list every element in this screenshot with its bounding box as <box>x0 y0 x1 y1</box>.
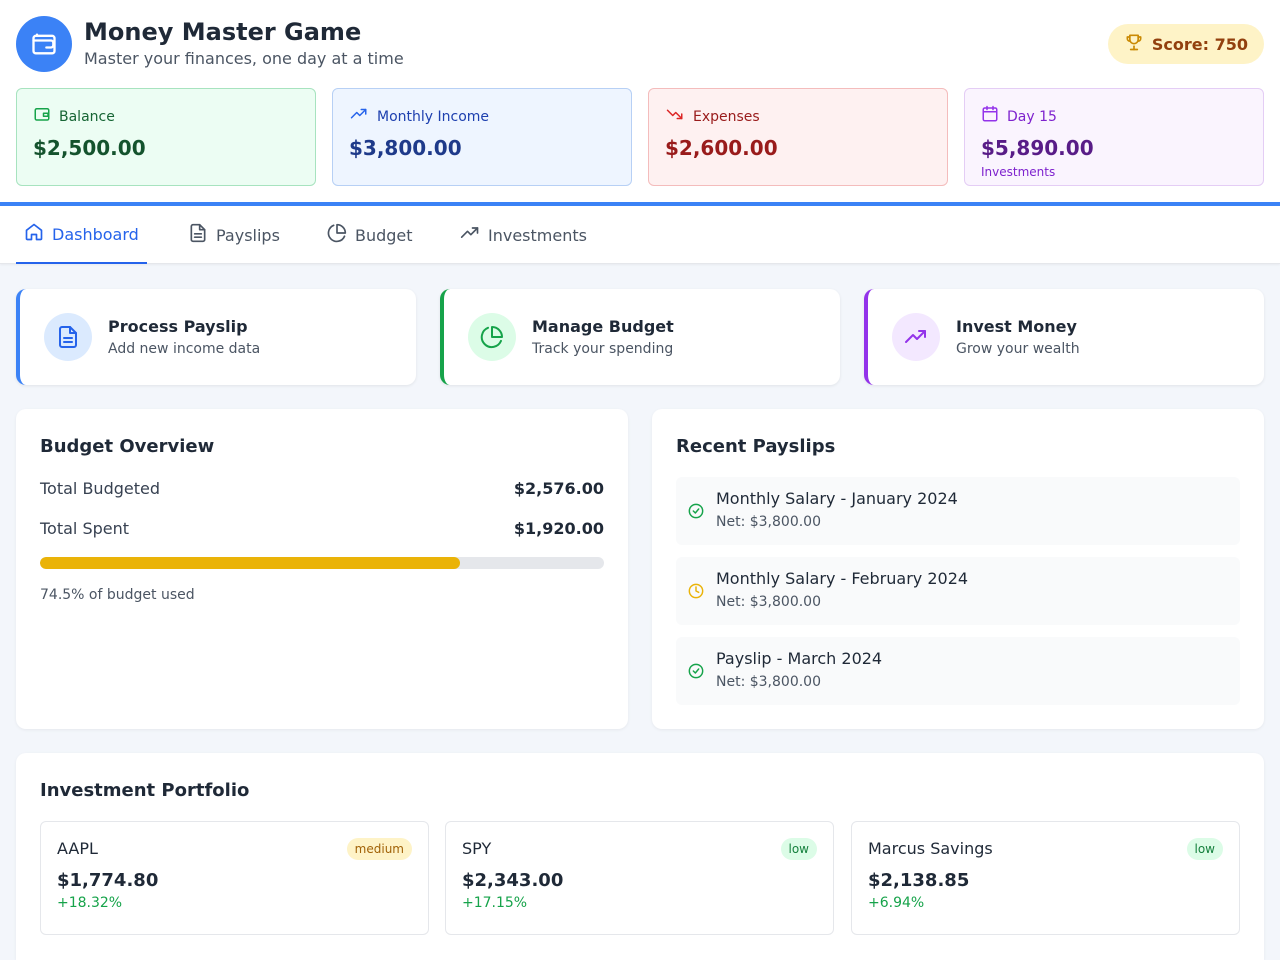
investment-change: +17.15% <box>462 895 528 911</box>
total-spent-label: Total Spent <box>40 519 130 538</box>
score-text: Score: 750 <box>1151 34 1248 54</box>
trending-up-icon <box>349 105 369 129</box>
calendar-icon <box>981 105 999 129</box>
payslip-item[interactable]: Monthly Salary - January 2024 Net: $3,80… <box>676 477 1240 545</box>
income-value: $3,800.00 <box>349 136 462 160</box>
payslip-net: Net: $3,800.00 <box>716 674 821 690</box>
investment-name: AAPL <box>57 839 98 858</box>
investment-name: Marcus Savings <box>868 839 993 858</box>
tab-label: Investments <box>488 225 587 245</box>
check-circle-icon <box>688 503 704 523</box>
tab-payslips[interactable]: Payslips <box>180 206 288 264</box>
risk-badge: low <box>780 838 817 860</box>
investment-value: $1,774.80 <box>57 870 159 891</box>
investment-card[interactable]: Marcus Savings low $2,138.85 +6.94% <box>851 821 1240 935</box>
investment-name: SPY <box>462 839 492 858</box>
investment-change: +18.32% <box>57 895 123 911</box>
risk-badge: low <box>1186 838 1223 860</box>
app-subtitle: Master your finances, one day at a time <box>84 49 404 68</box>
budget-overview-panel: Budget Overview Total Budgeted $2,576.00… <box>16 409 628 729</box>
expenses-label: Expenses <box>693 109 760 125</box>
action-desc: Grow your wealth <box>956 341 1080 357</box>
app-header: Money Master Game Master your finances, … <box>0 0 1280 202</box>
payslip-title: Monthly Salary - February 2024 <box>716 569 969 588</box>
pie-chart-icon <box>468 313 516 361</box>
action-desc: Track your spending <box>532 341 674 357</box>
action-title: Process Payslip <box>108 317 248 336</box>
wallet-icon <box>33 105 51 129</box>
action-title: Manage Budget <box>532 317 674 336</box>
header-divider <box>0 202 1280 206</box>
home-icon <box>24 222 44 246</box>
trophy-icon <box>1124 32 1144 56</box>
total-budgeted-label: Total Budgeted <box>40 479 160 498</box>
payslip-title: Monthly Salary - January 2024 <box>716 489 958 508</box>
total-budgeted-value: $2,576.00 <box>513 479 604 498</box>
budget-used-text: 74.5% of budget used <box>40 587 195 603</box>
tab-investments[interactable]: Investments <box>452 206 595 264</box>
manage-budget-card[interactable]: Manage Budget Track your spending <box>440 289 840 385</box>
balance-value: $2,500.00 <box>33 136 146 160</box>
day-label: Day 15 <box>1007 109 1057 125</box>
payslip-item[interactable]: Monthly Salary - February 2024 Net: $3,8… <box>676 557 1240 625</box>
investment-portfolio-panel: Investment Portfolio AAPL medium $1,774.… <box>16 753 1264 960</box>
tab-dashboard[interactable]: Dashboard <box>16 206 147 264</box>
payslip-title: Payslip - March 2024 <box>716 649 883 668</box>
wallet-icon <box>16 16 72 72</box>
tab-budget[interactable]: Budget <box>319 206 421 264</box>
investment-value: $2,343.00 <box>462 870 564 891</box>
trending-up-icon <box>892 313 940 361</box>
trending-down-icon <box>665 105 685 129</box>
budget-progress-bar <box>40 557 604 569</box>
tab-label: Dashboard <box>52 224 139 244</box>
panel-title: Recent Payslips <box>676 436 836 457</box>
total-spent-value: $1,920.00 <box>513 519 604 538</box>
total-spent-row: Total Spent $1,920.00 <box>40 519 604 538</box>
investment-card[interactable]: SPY low $2,343.00 +17.15% <box>445 821 834 935</box>
pie-chart-icon <box>327 223 347 247</box>
income-card: Monthly Income $3,800.00 <box>332 88 632 186</box>
process-payslip-card[interactable]: Process Payslip Add new income data <box>16 289 416 385</box>
tab-bar: Dashboard Payslips Budget Investments <box>0 206 1280 264</box>
check-circle-icon <box>688 663 704 683</box>
balance-label: Balance <box>59 109 115 125</box>
income-label: Monthly Income <box>377 109 490 125</box>
total-budgeted-row: Total Budgeted $2,576.00 <box>40 479 604 498</box>
tab-label: Budget <box>355 225 413 245</box>
expenses-value: $2,600.00 <box>665 136 778 160</box>
score-badge: Score: 750 <box>1107 24 1264 64</box>
day-card: Day 15 $5,890.00 Investments <box>964 88 1264 186</box>
recent-payslips-panel: Recent Payslips Monthly Salary - January… <box>652 409 1264 729</box>
investments-sublabel: Investments <box>981 165 1056 179</box>
tab-label: Payslips <box>216 225 280 245</box>
invest-money-card[interactable]: Invest Money Grow your wealth <box>864 289 1264 385</box>
investment-card[interactable]: AAPL medium $1,774.80 +18.32% <box>40 821 429 935</box>
budget-progress-fill <box>40 557 461 569</box>
document-icon <box>44 313 92 361</box>
panel-title: Investment Portfolio <box>40 780 250 801</box>
panel-title: Budget Overview <box>40 436 215 457</box>
expenses-card: Expenses $2,600.00 <box>648 88 948 186</box>
payslip-net: Net: $3,800.00 <box>716 594 821 610</box>
clock-icon <box>688 583 704 603</box>
balance-card: Balance $2,500.00 <box>16 88 316 186</box>
action-desc: Add new income data <box>108 341 261 357</box>
investment-value: $2,138.85 <box>868 870 970 891</box>
trending-up-icon <box>460 223 480 247</box>
payslip-item[interactable]: Payslip - March 2024 Net: $3,800.00 <box>676 637 1240 705</box>
investments-value: $5,890.00 <box>981 136 1094 160</box>
document-icon <box>188 223 208 247</box>
payslip-net: Net: $3,800.00 <box>716 514 821 530</box>
risk-badge: medium <box>346 838 412 860</box>
action-title: Invest Money <box>956 317 1077 336</box>
investment-change: +6.94% <box>868 895 925 911</box>
app-title: Money Master Game <box>84 18 362 46</box>
